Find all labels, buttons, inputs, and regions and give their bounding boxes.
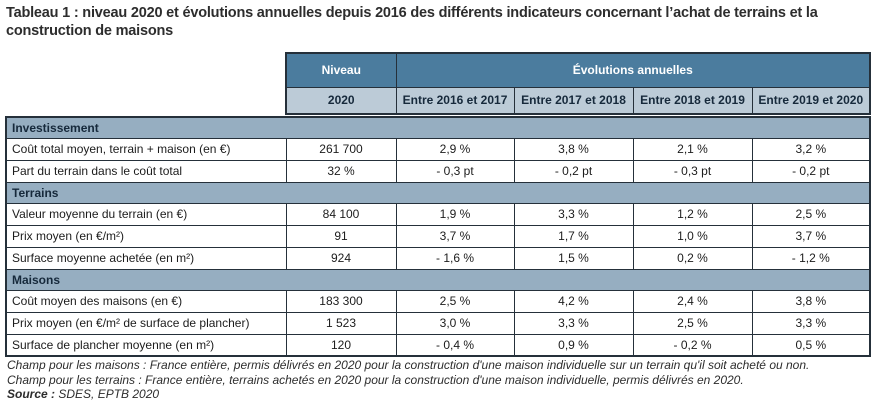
niveau-value: 84 100 [285, 202, 397, 226]
evolution-value: - 0,2 pt [751, 159, 871, 183]
table-header: Niveau Évolutions annuelles 2020 Entre 2… [285, 52, 872, 115]
column-header-period-4: Entre 2019 et 2020 [751, 86, 871, 115]
table-row: Prix moyen (en €/m²) 91 3,7 % 1,7 % 1,0 % 3,7… [5, 224, 871, 248]
evolution-value: 3,8 % [751, 289, 871, 313]
row-label: Coût total moyen, terrain + maison (en €… [5, 137, 287, 161]
evolution-value: 1,5 % [513, 246, 634, 270]
footnotes: Champ pour les maisons : France entière,… [7, 358, 871, 402]
niveau-value: 183 300 [285, 289, 397, 313]
column-header-period-2: Entre 2017 et 2018 [513, 86, 634, 115]
evolution-value: 0,2 % [632, 246, 753, 270]
row-label: Prix moyen (en €/m²) [5, 224, 287, 248]
table-row: Part du terrain dans le coût total 32 % - … [5, 159, 871, 183]
evolution-value: 2,9 % [395, 137, 515, 161]
row-label: Coût moyen des maisons (en €) [5, 289, 287, 313]
column-header-niveau: Niveau [285, 52, 397, 88]
evolution-value: 1,9 % [395, 202, 515, 226]
source-value: SDES, EPTB 2020 [55, 387, 160, 402]
evolution-value: 1,2 % [632, 202, 753, 226]
row-label: Surface de plancher moyenne (en m²) [5, 333, 287, 357]
evolution-value: - 0,2 % [632, 333, 753, 357]
table-body: Investissement Coût total moyen, terrain … [5, 116, 871, 357]
row-label: Surface moyenne achetée (en m²) [5, 246, 287, 270]
evolution-value: 3,3 % [513, 311, 634, 335]
evolution-value: 3,8 % [513, 137, 634, 161]
section-title: Terrains [5, 181, 871, 204]
evolution-value: 3,3 % [751, 311, 871, 335]
column-header-period-3: Entre 2018 et 2019 [632, 86, 753, 115]
footnote-champ-maisons: Champ pour les maisons : France entière,… [7, 358, 810, 372]
table-row: Coût moyen des maisons (en €) 183 300 2,5 … [5, 289, 871, 313]
table-row: Prix moyen (en €/m² de surface de planch… [5, 311, 871, 335]
evolution-value: 1,7 % [513, 224, 634, 248]
table-row: Valeur moyenne du terrain (en €) 84 100 1,… [5, 202, 871, 226]
evolution-value: - 0,2 pt [513, 159, 634, 183]
niveau-value: 91 [285, 224, 397, 248]
evolution-value: 4,2 % [513, 289, 634, 313]
section-title: Maisons [5, 268, 871, 291]
evolution-value: 2,5 % [395, 289, 515, 313]
niveau-value: 1 523 [285, 311, 397, 335]
evolution-value: - 1,6 % [395, 246, 515, 270]
footnote-champ-terrains: Champ pour les terrains : France entière… [7, 372, 744, 387]
evolution-value: 2,4 % [632, 289, 753, 313]
source-label: Source : [7, 387, 56, 402]
table-row: Surface moyenne achetée (en m²) 924- 1,6 … [5, 246, 871, 270]
row-label: Part du terrain dans le coût total [5, 159, 287, 183]
evolution-value: 1,0 % [632, 224, 753, 248]
evolution-value: 3,7 % [395, 224, 515, 248]
evolution-value: 0,9 % [513, 333, 634, 357]
evolution-value: 3,3 % [513, 202, 634, 226]
page-title: Tableau 1 : niveau 2020 et évolutions an… [6, 5, 818, 40]
niveau-value: 924 [285, 246, 397, 270]
section-row: Investissement [5, 116, 871, 139]
column-header-year: 2020 [285, 86, 397, 115]
section-row: Maisons [5, 268, 871, 291]
table-row: Coût total moyen, terrain + maison (en €… [5, 137, 871, 161]
evolution-value: 2,5 % [632, 311, 753, 335]
evolution-value: - 0,4 % [395, 333, 515, 357]
column-header-evolutions: Évolutions annuelles [395, 52, 871, 88]
section-row: Terrains [5, 181, 871, 204]
evolution-value: 0,5 % [751, 333, 871, 357]
row-label: Valeur moyenne du terrain (en €) [5, 202, 287, 226]
indicator-table: Investissement Coût total moyen, terrain … [5, 116, 872, 357]
evolution-value: 2,1 % [632, 137, 753, 161]
evolution-value: 3,0 % [395, 311, 515, 335]
niveau-value: 32 % [285, 159, 397, 183]
column-header-period-1: Entre 2016 et 2017 [395, 86, 515, 115]
section-title: Investissement [5, 116, 871, 139]
niveau-value: 120 [285, 333, 397, 357]
table-row: Surface de plancher moyenne (en m²) 120- … [5, 333, 871, 357]
footnote-source: Source : SDES, EPTB 2020 [7, 387, 871, 402]
niveau-value: 261 700 [285, 137, 397, 161]
evolution-value: 2,5 % [751, 202, 871, 226]
evolution-value: 3,7 % [751, 224, 871, 248]
evolution-value: - 0,3 pt [632, 159, 753, 183]
evolution-value: - 0,3 pt [395, 159, 515, 183]
evolution-value: 3,2 % [751, 137, 871, 161]
evolution-value: - 1,2 % [751, 246, 871, 270]
row-label: Prix moyen (en €/m² de surface de planch… [5, 311, 287, 335]
